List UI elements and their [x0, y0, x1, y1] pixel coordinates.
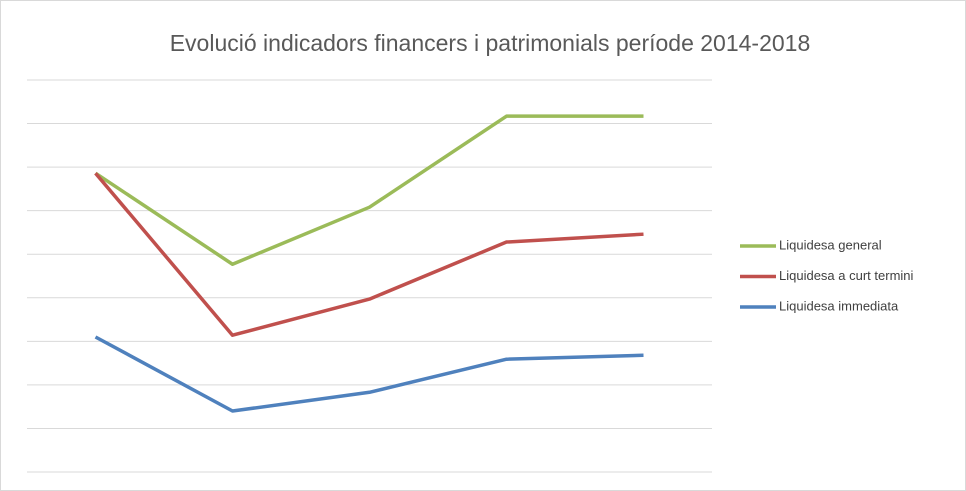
series-line — [94, 335, 644, 413]
legend-label: Liquidesa a curt termini — [779, 268, 914, 283]
legend-label: Liquidesa general — [779, 237, 882, 252]
series-line — [94, 114, 644, 266]
legend-label: Liquidesa immediata — [779, 298, 899, 313]
chart-title: Evolució indicadors financers i patrimon… — [170, 30, 811, 56]
series-line — [94, 172, 644, 337]
